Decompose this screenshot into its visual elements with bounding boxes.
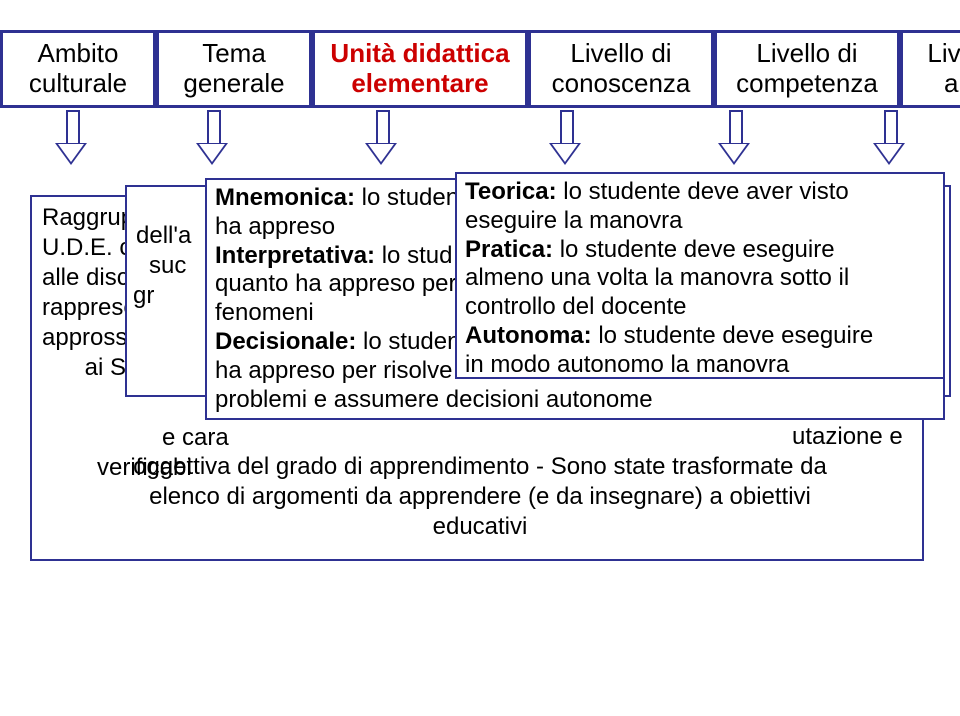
- header-box-3: Livello diconoscenza: [528, 30, 714, 108]
- autonoma-label: Autonoma:: [465, 322, 592, 349]
- pratica-rest: lo studente deve eseguire: [553, 236, 835, 263]
- interpretativa-rest: lo stud: [375, 242, 452, 269]
- frag-raggrup: Raggrup: [42, 204, 134, 231]
- header-box-5: Livello diabilità: [900, 30, 960, 108]
- header-box-2: Unità didatticaelementare: [312, 30, 528, 108]
- mnemonica-label: Mnemonica:: [215, 184, 355, 211]
- autonoma-rest: lo studente deve eseguire: [592, 322, 874, 349]
- header-box-4: Livello dicompetenza: [714, 30, 900, 108]
- teorica-rest: lo studente deve aver visto: [557, 178, 849, 205]
- header-box-5-l2: abilità: [913, 69, 960, 99]
- pratica-label: Pratica:: [465, 236, 553, 263]
- header-box-1-l2: generale: [169, 69, 299, 99]
- header-box-0: Ambitoculturale: [0, 30, 156, 108]
- header-row: AmbitoculturaleTemageneraleUnità didatti…: [0, 30, 960, 108]
- header-box-0-l1: Ambito: [13, 39, 143, 69]
- header-box-3-l1: Livello di: [541, 39, 701, 69]
- header-box-5-l1: Livello di: [913, 39, 960, 69]
- header-box-1-l1: Tema: [169, 39, 299, 69]
- pratica-l3: controllo del docente: [465, 293, 935, 322]
- header-box-4-l2: competenza: [727, 69, 887, 99]
- header-box-2-l1: Unità didattica: [325, 39, 515, 69]
- layer-abilita: Teorica: lo studente deve aver visto ese…: [455, 172, 945, 379]
- header-box-4-l1: Livello di: [727, 39, 887, 69]
- teorica-l2: eseguire la manovra: [465, 207, 935, 236]
- mnemonica-rest: lo studen: [355, 184, 459, 211]
- autonoma-l2: in modo autonomo la manovra: [465, 351, 935, 380]
- header-box-1: Temagenerale: [156, 30, 312, 108]
- interpretativa-label: Interpretativa:: [215, 242, 375, 269]
- header-box-3-l2: conoscenza: [541, 69, 701, 99]
- teorica-label: Teorica:: [465, 178, 557, 205]
- header-box-2-l2: elementare: [325, 69, 515, 99]
- header-box-0-l2: culturale: [13, 69, 143, 99]
- decisionale-label: Decisionale:: [215, 328, 356, 355]
- frag-utazione: utazione e: [792, 423, 903, 451]
- bottom-lines: oggettiva del grado di apprendimento - S…: [60, 452, 900, 542]
- pratica-l2: almeno una volta la manovra sotto il: [465, 264, 935, 293]
- decisionale-l3: problemi e assumere decisioni autonome: [215, 386, 935, 415]
- decisionale-rest: lo studen: [356, 328, 460, 355]
